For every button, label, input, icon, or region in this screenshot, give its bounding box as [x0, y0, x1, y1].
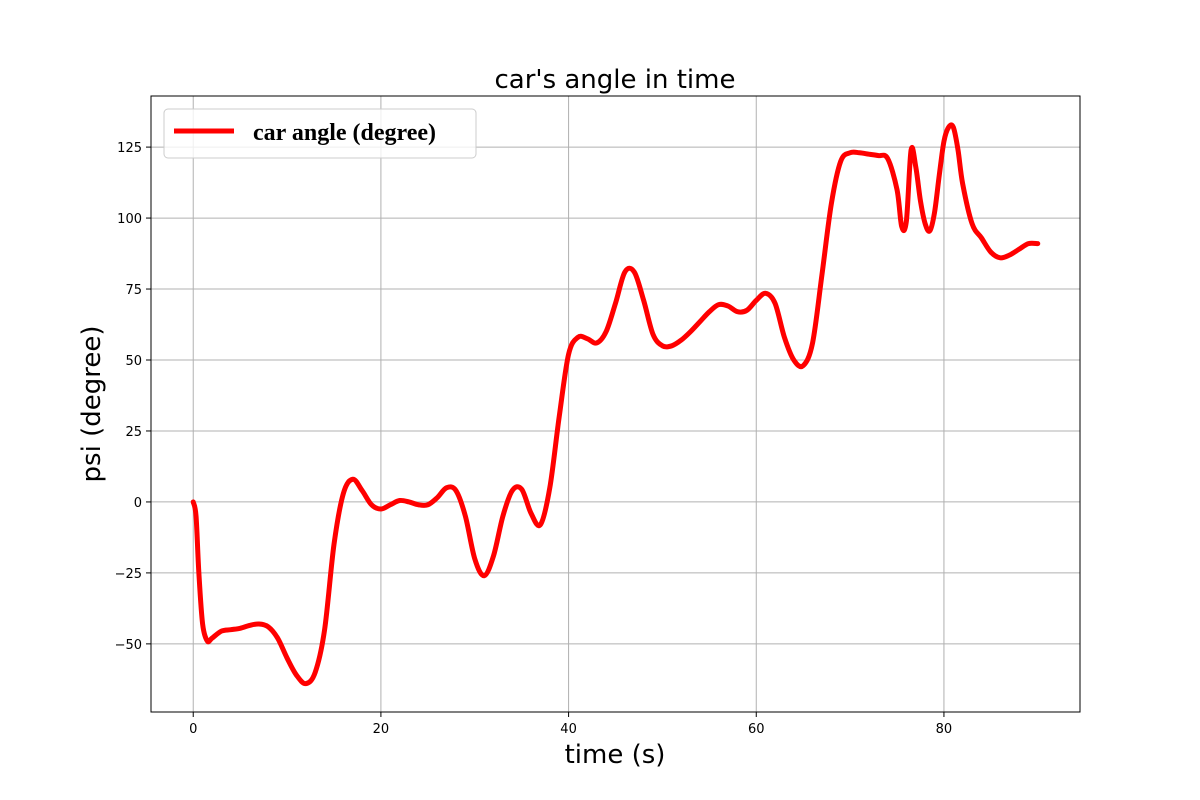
- x-tick-label: 80: [936, 722, 953, 737]
- y-axis-label: psi (degree): [77, 326, 107, 483]
- x-tick-label: 40: [560, 722, 577, 737]
- y-tick-label: −50: [115, 638, 142, 653]
- ticks: 0 20 40 60 80 −50 −25 0 25 50 75 100 125: [115, 141, 953, 737]
- y-tick-label: 0: [134, 496, 142, 511]
- x-tick-label: 60: [748, 722, 765, 737]
- series-line-car-angle: [190, 122, 1041, 687]
- y-tick-label: 125: [117, 141, 142, 156]
- y-tick-label: 100: [117, 212, 142, 227]
- y-tick-label: 25: [125, 425, 142, 440]
- grid: [151, 96, 1080, 712]
- legend-frame: [163, 108, 477, 159]
- chart-title: car's angle in time: [495, 65, 736, 95]
- x-tick-label: 20: [373, 722, 390, 737]
- series-layer: [190, 122, 1041, 687]
- legend-entry-label: car angle (degree): [253, 120, 436, 146]
- plot-area-frame: [150, 95, 1081, 713]
- y-tick-label: 50: [125, 354, 142, 369]
- y-tick-label: −25: [115, 567, 142, 582]
- legend: car angle (degree): [163, 108, 477, 159]
- y-tick-label: 75: [125, 283, 142, 298]
- x-axis-label: time (s): [565, 740, 666, 770]
- x-tick-label: 0: [189, 722, 197, 737]
